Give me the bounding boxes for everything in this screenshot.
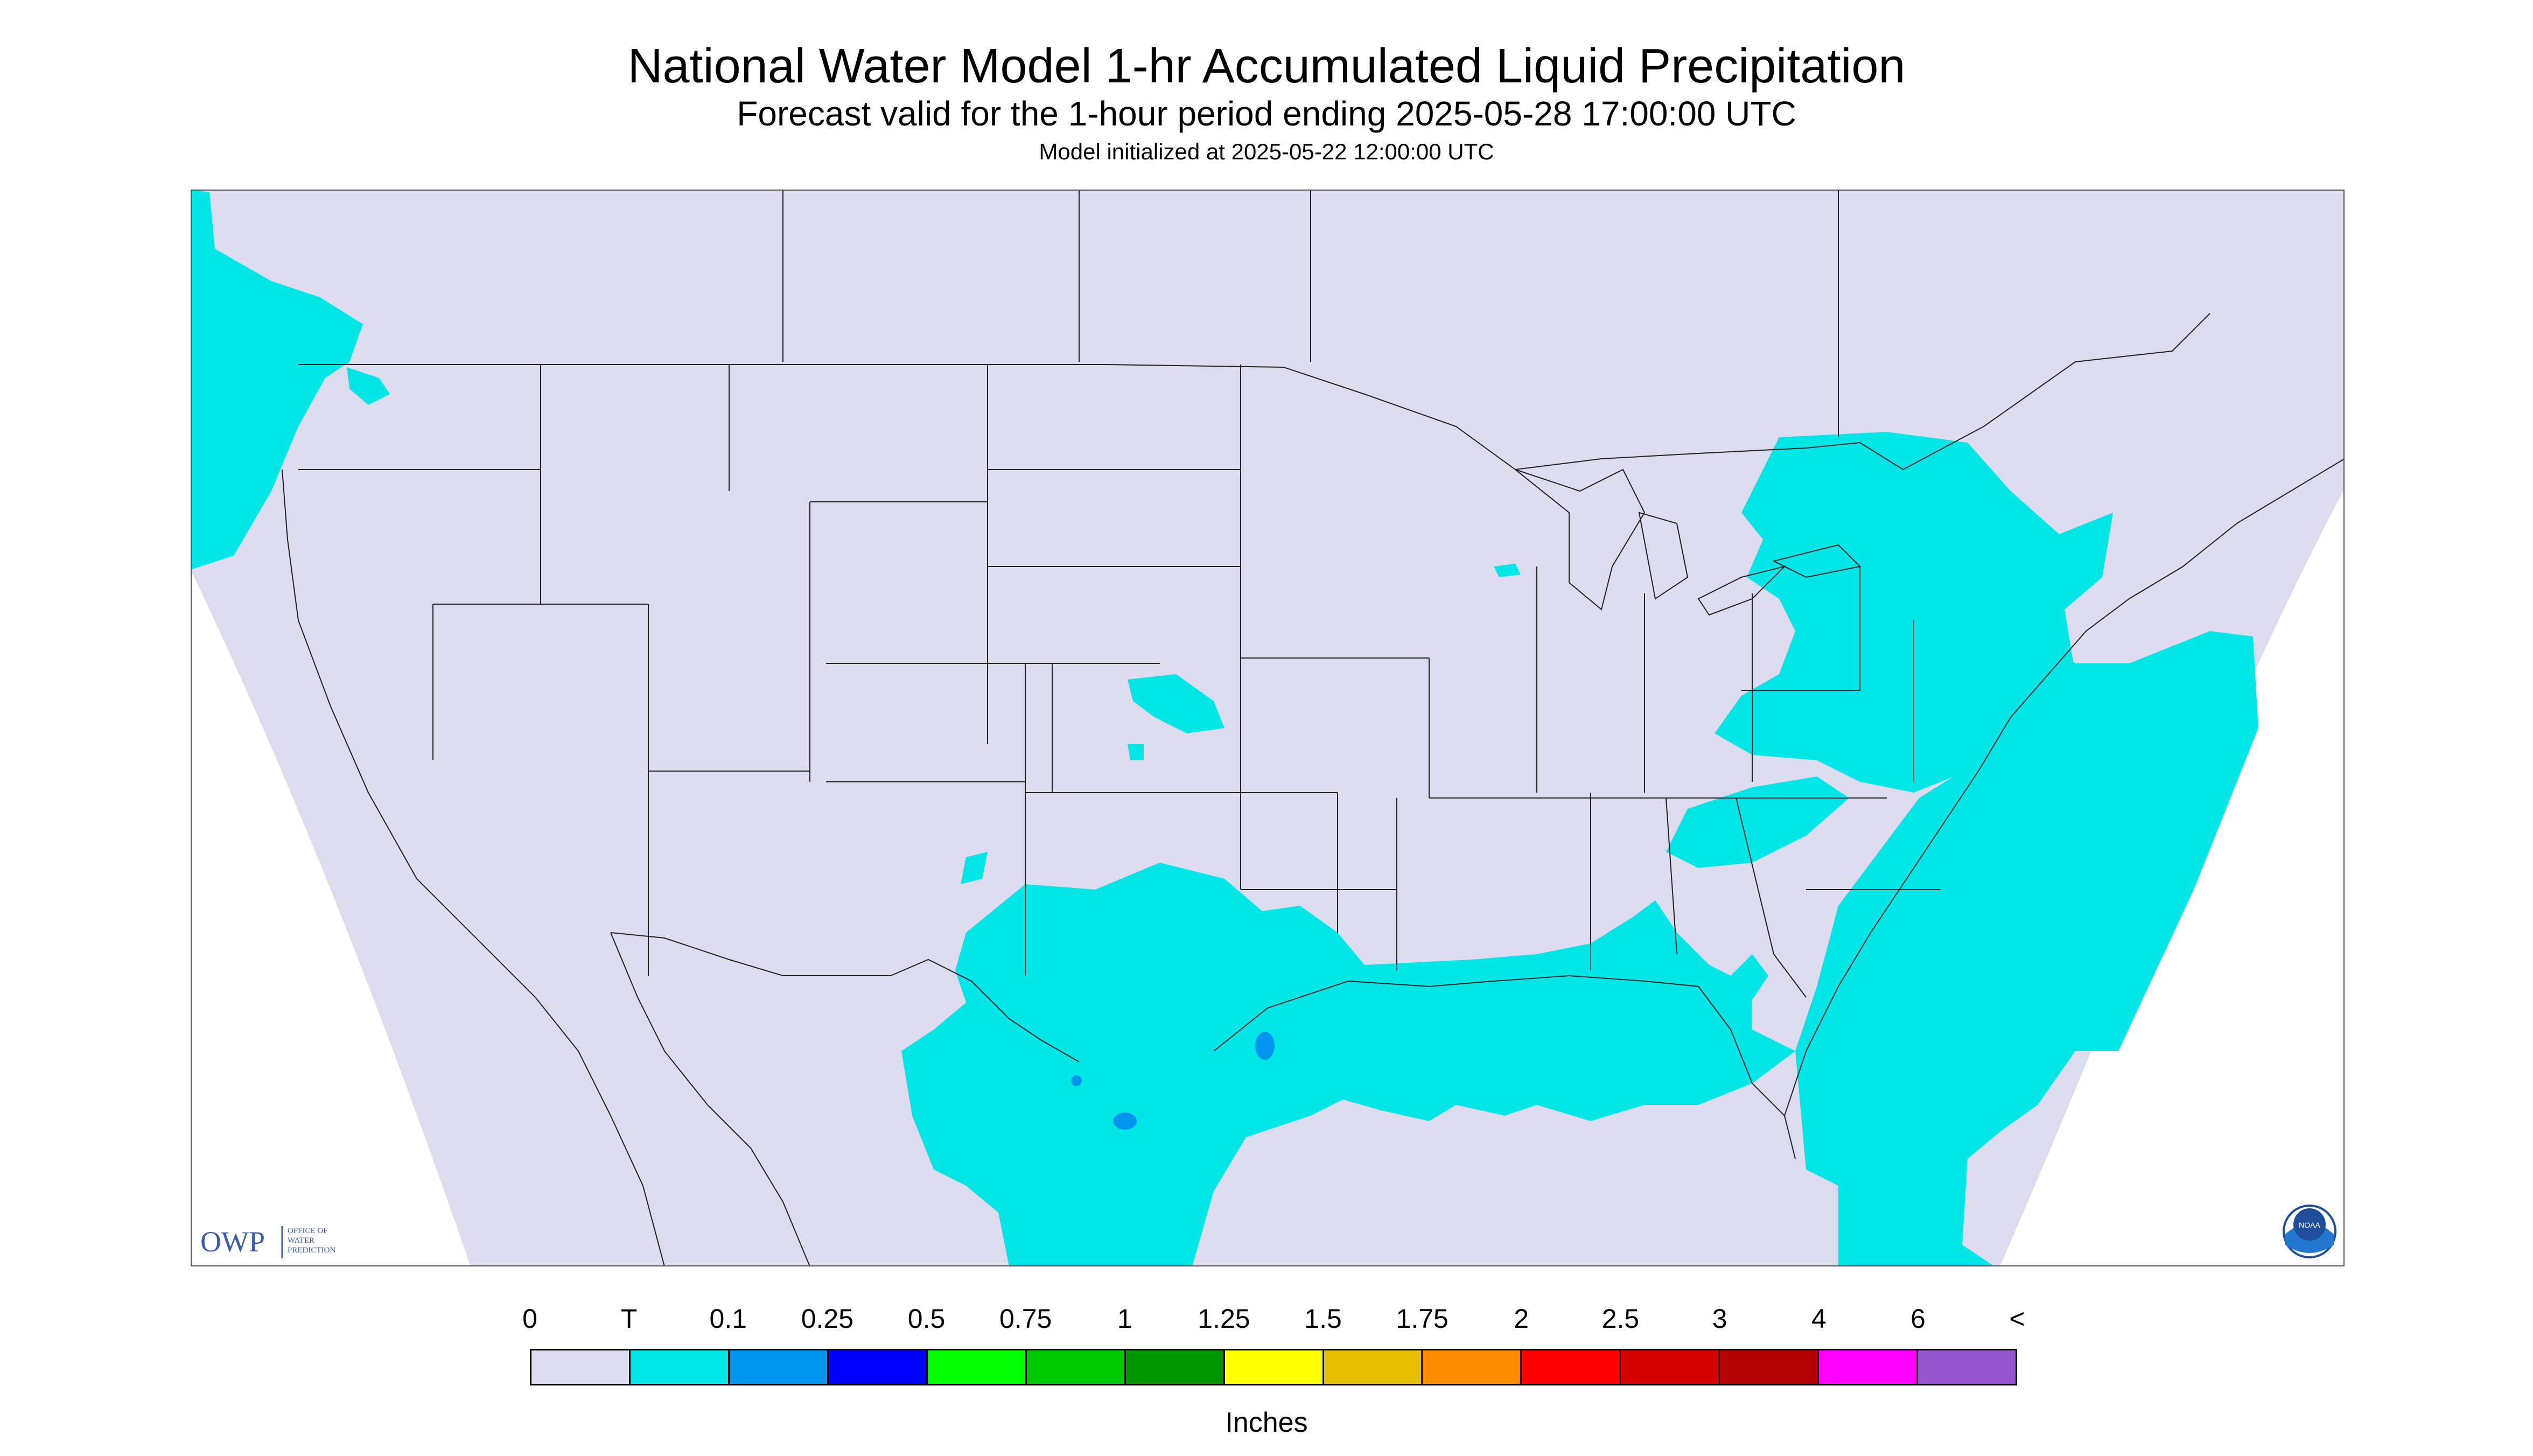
precip-light-blue-regions	[1071, 1032, 1275, 1130]
carolina-inland-precip	[1715, 954, 1768, 1008]
state-lines-west	[298, 365, 1160, 976]
precipitation-map: OWP OFFICE OF WATER PREDICTION NOAA	[191, 190, 2345, 1266]
colorbar-tick-label: <	[2009, 1304, 2025, 1334]
colorbar-cell	[1621, 1350, 1720, 1384]
new-mexico-precip	[961, 852, 988, 884]
boundaries	[282, 190, 2345, 1266]
colorbar-cell	[1819, 1350, 1919, 1384]
colorbar-tick-label: 0.25	[801, 1304, 854, 1334]
pacific-coastline	[282, 469, 665, 1266]
owp-logo: OWP OFFICE OF WATER PREDICTION	[200, 1226, 335, 1258]
colorbar-cell	[1423, 1350, 1522, 1384]
mexico-south-precip	[1009, 1223, 1052, 1266]
kansas-small-precip	[1128, 744, 1144, 760]
owp-abbrev: OWP	[200, 1226, 265, 1258]
gulf-coast-texas-precip	[901, 863, 1795, 1266]
colorbar-cell	[729, 1350, 829, 1384]
appalachian-band-precip	[1666, 776, 1849, 868]
colorbar-tick-label: 2	[1514, 1304, 1529, 1334]
mexico-blue-spot-small	[1071, 1075, 1082, 1086]
atlantic-coastline	[1838, 458, 2345, 987]
colorbar-cell	[927, 1350, 1027, 1384]
atlantic-coast-precip	[1795, 631, 2258, 1266]
colorbar-tick-label: 0.1	[709, 1304, 747, 1334]
state-lines-central	[988, 365, 1430, 970]
canada-border	[298, 313, 2210, 471]
colorbar-cell	[828, 1350, 928, 1384]
puget-sound-precip	[347, 367, 390, 405]
mexico-blue-spot	[1113, 1112, 1137, 1130]
colorbar-tick-label: 1.75	[1396, 1304, 1449, 1334]
colorbar-cell	[1720, 1350, 1820, 1384]
noaa-logo: NOAA	[2283, 1205, 2336, 1258]
state-lines-east	[1429, 566, 1941, 998]
colorbar-cell	[1522, 1350, 1621, 1384]
precip-trace-regions	[191, 190, 2258, 1266]
colorbar-cell	[531, 1350, 631, 1384]
colorbar-cell	[1918, 1350, 2016, 1384]
kansas-precip	[1128, 674, 1224, 733]
florida-interior-precip	[1650, 1056, 1677, 1105]
colorbar-tick-label: 4	[1811, 1304, 1827, 1334]
owp-line-1: OFFICE OF	[288, 1227, 328, 1235]
colorbar-tick-label: 1.25	[1198, 1304, 1250, 1334]
texas-blue-spot	[1255, 1032, 1275, 1060]
colorbar-cell	[1026, 1350, 1126, 1384]
map-title: National Water Model 1-hr Accumulated Li…	[627, 39, 1906, 93]
canada-internal	[782, 190, 1839, 437]
baja-coastline	[610, 932, 810, 1266]
colorbar-cell	[1224, 1350, 1324, 1384]
colorbar-cell	[630, 1350, 730, 1384]
colorbar-tick-label: 6	[1910, 1304, 1926, 1334]
owp-line-3: PREDICTION	[288, 1246, 335, 1255]
wisconsin-precip	[1494, 564, 1521, 577]
map-frame	[191, 190, 2345, 1266]
colorbar-units: Inches	[1225, 1407, 1308, 1438]
owp-line-2: WATER	[288, 1236, 314, 1245]
colorbar-tick-label: 0	[522, 1304, 537, 1334]
colorbar-tick-label: 2.5	[1601, 1304, 1640, 1334]
colorbar-tick-label: 1.5	[1304, 1304, 1342, 1334]
model-init-line: Model initialized at 2025-05-22 12:00:00…	[1039, 139, 1494, 164]
colorbar-tick-label: 1	[1117, 1304, 1132, 1334]
us-mexico-border	[610, 932, 1080, 1062]
gulf-coastline	[1213, 975, 1839, 1159]
colorbar-cell	[1324, 1350, 1423, 1384]
colorbar	[530, 1349, 2017, 1385]
colorbar-tick-label: 0.75	[999, 1304, 1052, 1334]
pacific-northwest-precip	[191, 190, 363, 570]
noaa-text: NOAA	[2299, 1221, 2320, 1229]
great-lakes-northeast-precip	[1715, 432, 2113, 793]
colorbar-tick-label: 0.5	[907, 1304, 946, 1334]
colorbar-tick-label: 3	[1712, 1304, 1727, 1334]
colorbar-tick-label: T	[620, 1304, 638, 1334]
colorbar-cell	[1125, 1350, 1225, 1384]
great-lakes	[1515, 468, 1862, 616]
map-subtitle: Forecast valid for the 1-hour period end…	[737, 94, 1796, 133]
